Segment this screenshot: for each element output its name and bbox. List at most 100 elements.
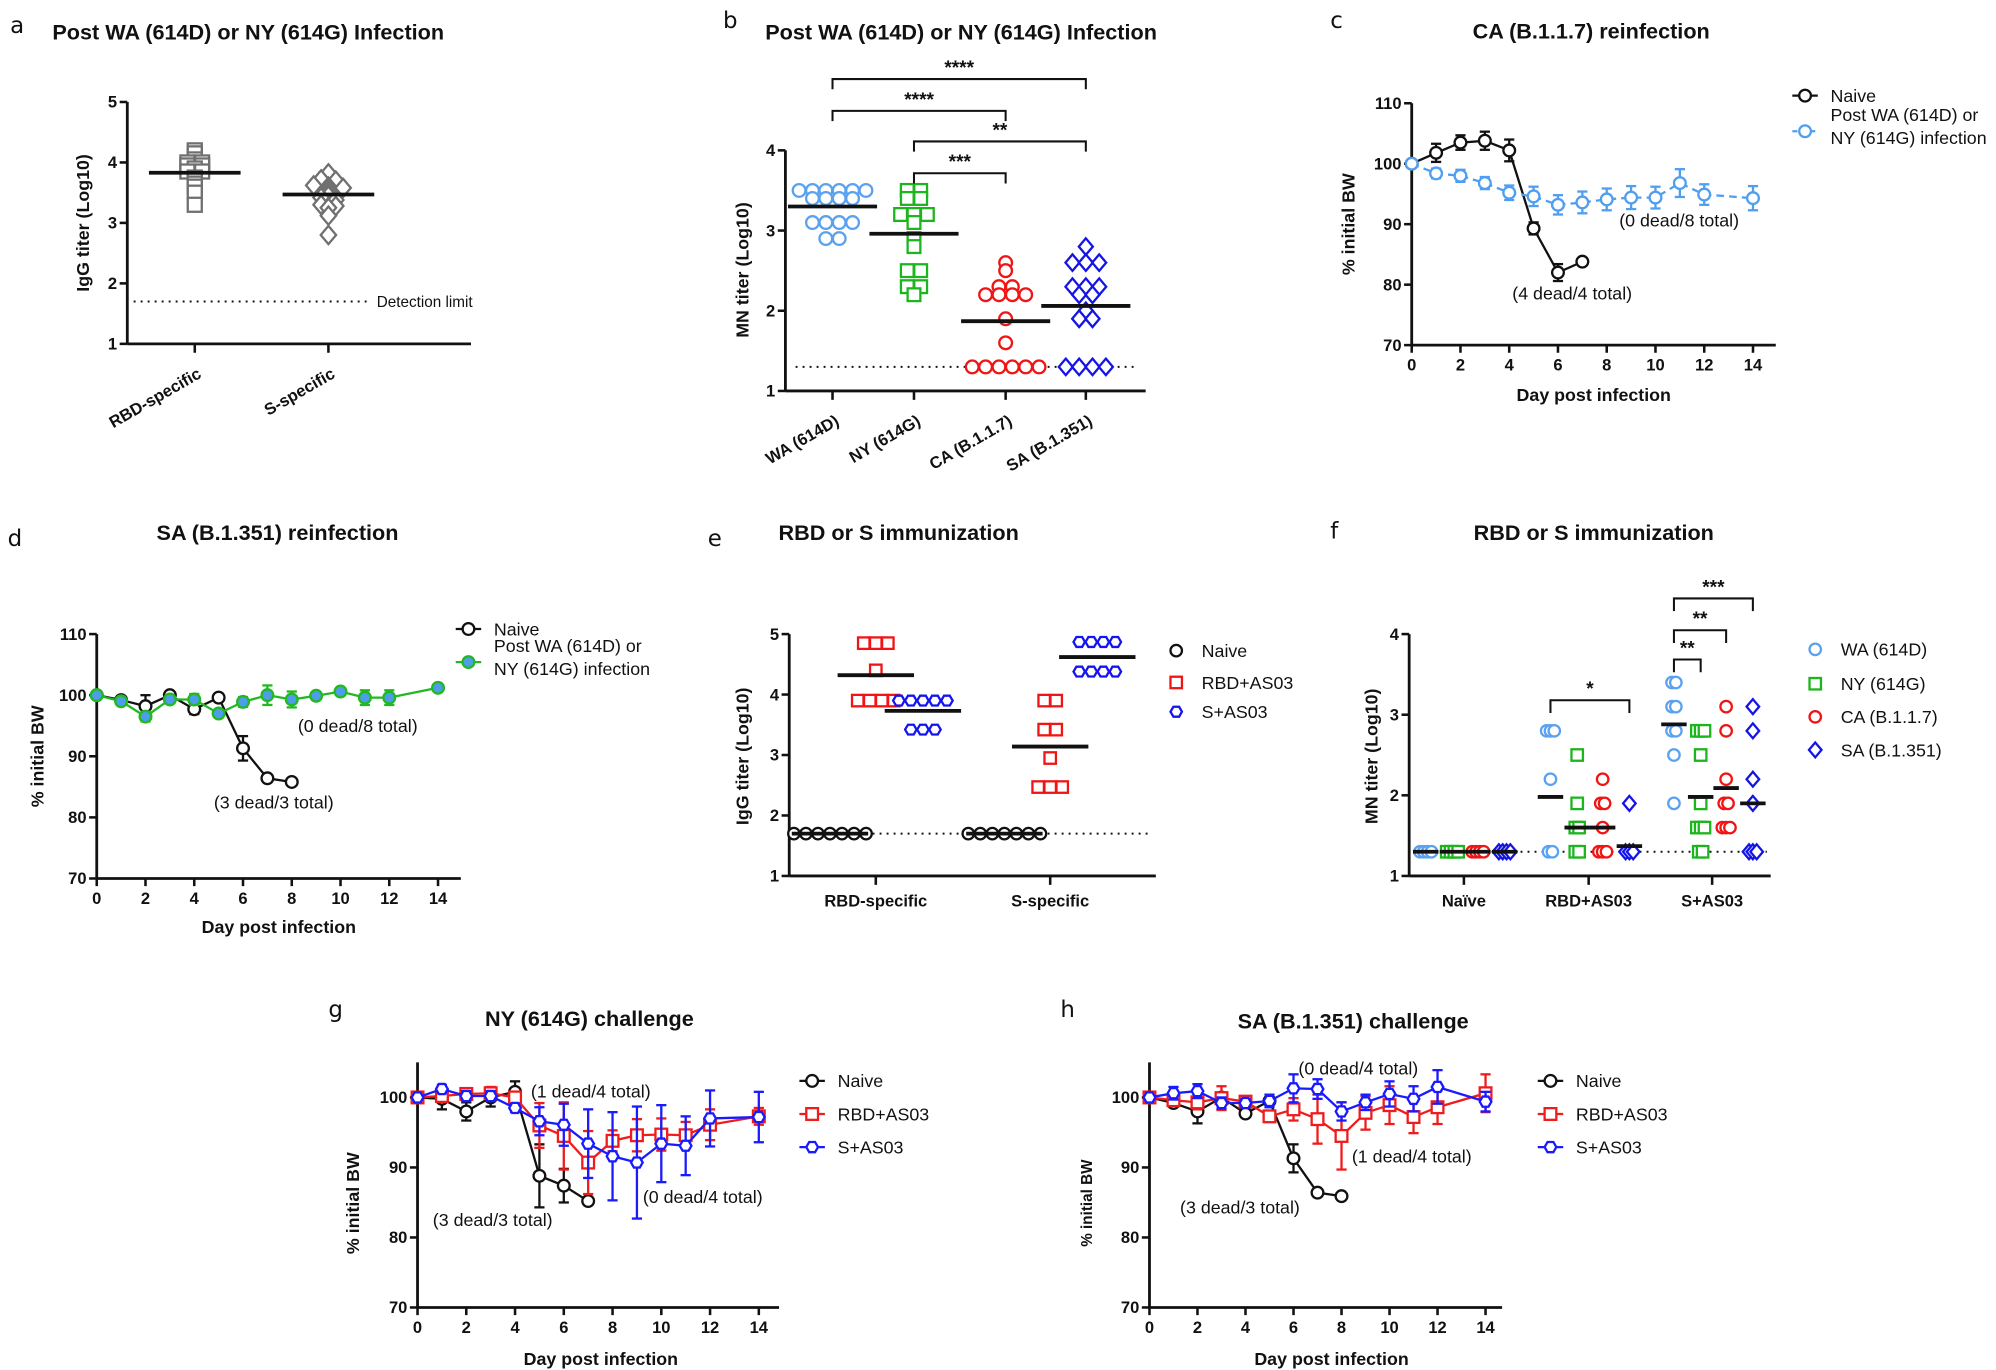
data-point — [1031, 780, 1046, 794]
death-count-annotation: (3 dead/3 total) — [433, 1210, 553, 1230]
panel-letter: e — [708, 526, 722, 552]
legend-marker — [1808, 642, 1823, 657]
data-point — [89, 688, 104, 703]
category-label: S-specific — [1011, 891, 1089, 910]
series-3 — [1491, 697, 1766, 861]
data-point — [1668, 699, 1683, 714]
data-point — [1108, 635, 1123, 649]
x-tick-label: 0 — [1407, 356, 1416, 375]
data-point — [1031, 359, 1047, 375]
legend-marker — [1808, 709, 1823, 724]
data-point — [831, 231, 847, 247]
data-point — [1238, 1096, 1253, 1110]
data-point — [1096, 665, 1111, 678]
y-axis-label: IgG titer (Log10) — [733, 687, 753, 825]
y-tick-label: 80 — [1121, 1228, 1139, 1247]
data-point — [1286, 1151, 1301, 1166]
death-count-annotation: (0 dead/8 total) — [1619, 211, 1739, 231]
legend-item: Naive — [455, 619, 540, 639]
data-point — [1166, 1087, 1181, 1100]
legend-label: CA (B.1.1.7) — [1841, 707, 1938, 727]
legend-item: Post WA (614D) or NY (614G) infection — [455, 636, 650, 679]
data-point — [1286, 1102, 1301, 1117]
legend-label: RBD+AS03 — [1202, 673, 1294, 693]
x-tick-label: 8 — [287, 889, 296, 908]
y-tick-label: 1 — [766, 382, 775, 401]
data-point — [410, 1091, 425, 1104]
data-point — [1719, 699, 1734, 714]
y-tick-label: 2 — [770, 806, 779, 825]
data-point — [1049, 693, 1064, 708]
data-point — [1478, 1095, 1493, 1108]
y-tick-label: 100 — [1112, 1088, 1140, 1107]
category-label: CA (B.1.1.7) — [926, 411, 1015, 474]
y-tick-label: 70 — [389, 1298, 407, 1317]
data-point — [678, 1139, 693, 1152]
panel-f: f RBD or S immunization 1 2 3 4 MN titer (Log1… — [1330, 519, 1941, 911]
x-tick-label: 12 — [701, 1318, 719, 1337]
series-2 — [884, 635, 1136, 736]
data-point — [804, 215, 820, 231]
data-point — [906, 215, 922, 231]
x-tick-label: 2 — [1456, 356, 1465, 375]
data-point — [1697, 820, 1712, 835]
legend-item: NY (614G) — [1808, 674, 1926, 694]
significance-label: **** — [904, 90, 934, 111]
y-axis-label: MN titer (Log10) — [1361, 688, 1381, 824]
legend-item: Naive — [1169, 641, 1247, 661]
legend-label-line: NY (614G) infection — [494, 659, 650, 679]
data-point — [991, 359, 1007, 375]
data-point — [1453, 168, 1468, 183]
data-point — [915, 723, 930, 736]
data-point — [1334, 1128, 1349, 1143]
death-count-annotation: (3 dead/3 total) — [1180, 1197, 1300, 1217]
data-point — [1043, 780, 1058, 794]
y-tick-label: 80 — [68, 808, 86, 827]
legend-marker — [1169, 705, 1184, 718]
legend-marker — [1807, 740, 1824, 760]
significance-bracket — [912, 172, 1007, 184]
data-point — [1572, 844, 1586, 859]
series-0 — [1404, 130, 1590, 283]
series-2 — [1142, 1068, 1493, 1122]
data-point — [309, 688, 324, 703]
series-1 — [837, 636, 1089, 794]
significance-label: ** — [1693, 609, 1708, 630]
data-point — [138, 709, 153, 724]
x-tick-label: 0 — [92, 889, 101, 908]
legend-label: RBD+AS03 — [1576, 1104, 1668, 1124]
death-count-annotation: (0 dead/8 total) — [298, 716, 418, 736]
data-point — [845, 190, 861, 206]
x-tick-label: 4 — [190, 889, 200, 908]
series-2 — [1465, 699, 1739, 859]
data-point — [1668, 723, 1683, 738]
chart-title: RBD or S immunization — [779, 520, 1019, 545]
data-point — [1238, 1106, 1253, 1121]
significance-label: ** — [1680, 638, 1695, 659]
data-point — [1004, 287, 1020, 303]
data-point — [903, 723, 918, 736]
legend-item: RBD+AS03 — [1537, 1104, 1668, 1124]
data-point — [1721, 796, 1735, 811]
panel-letter: a — [10, 13, 24, 39]
data-point — [1526, 189, 1541, 204]
data-point — [187, 692, 202, 707]
legend-marker — [461, 621, 476, 636]
x-tick-label: 10 — [1646, 356, 1664, 375]
x-tick-label: 4 — [510, 1318, 520, 1337]
data-point — [1748, 842, 1765, 861]
y-tick-label: 1 — [108, 335, 117, 354]
data-point — [1406, 1110, 1421, 1125]
significance-label: ** — [992, 120, 1007, 141]
data-point — [532, 1115, 547, 1128]
y-tick-label: 3 — [1390, 705, 1399, 724]
y-tick-label: 3 — [766, 221, 775, 240]
legend-item: CA (B.1.1.7) — [1808, 707, 1938, 727]
data-point — [1142, 1091, 1157, 1104]
data-point — [978, 359, 994, 375]
data-point — [431, 680, 446, 695]
legend-marker — [1543, 1140, 1558, 1154]
data-point — [1745, 697, 1761, 716]
